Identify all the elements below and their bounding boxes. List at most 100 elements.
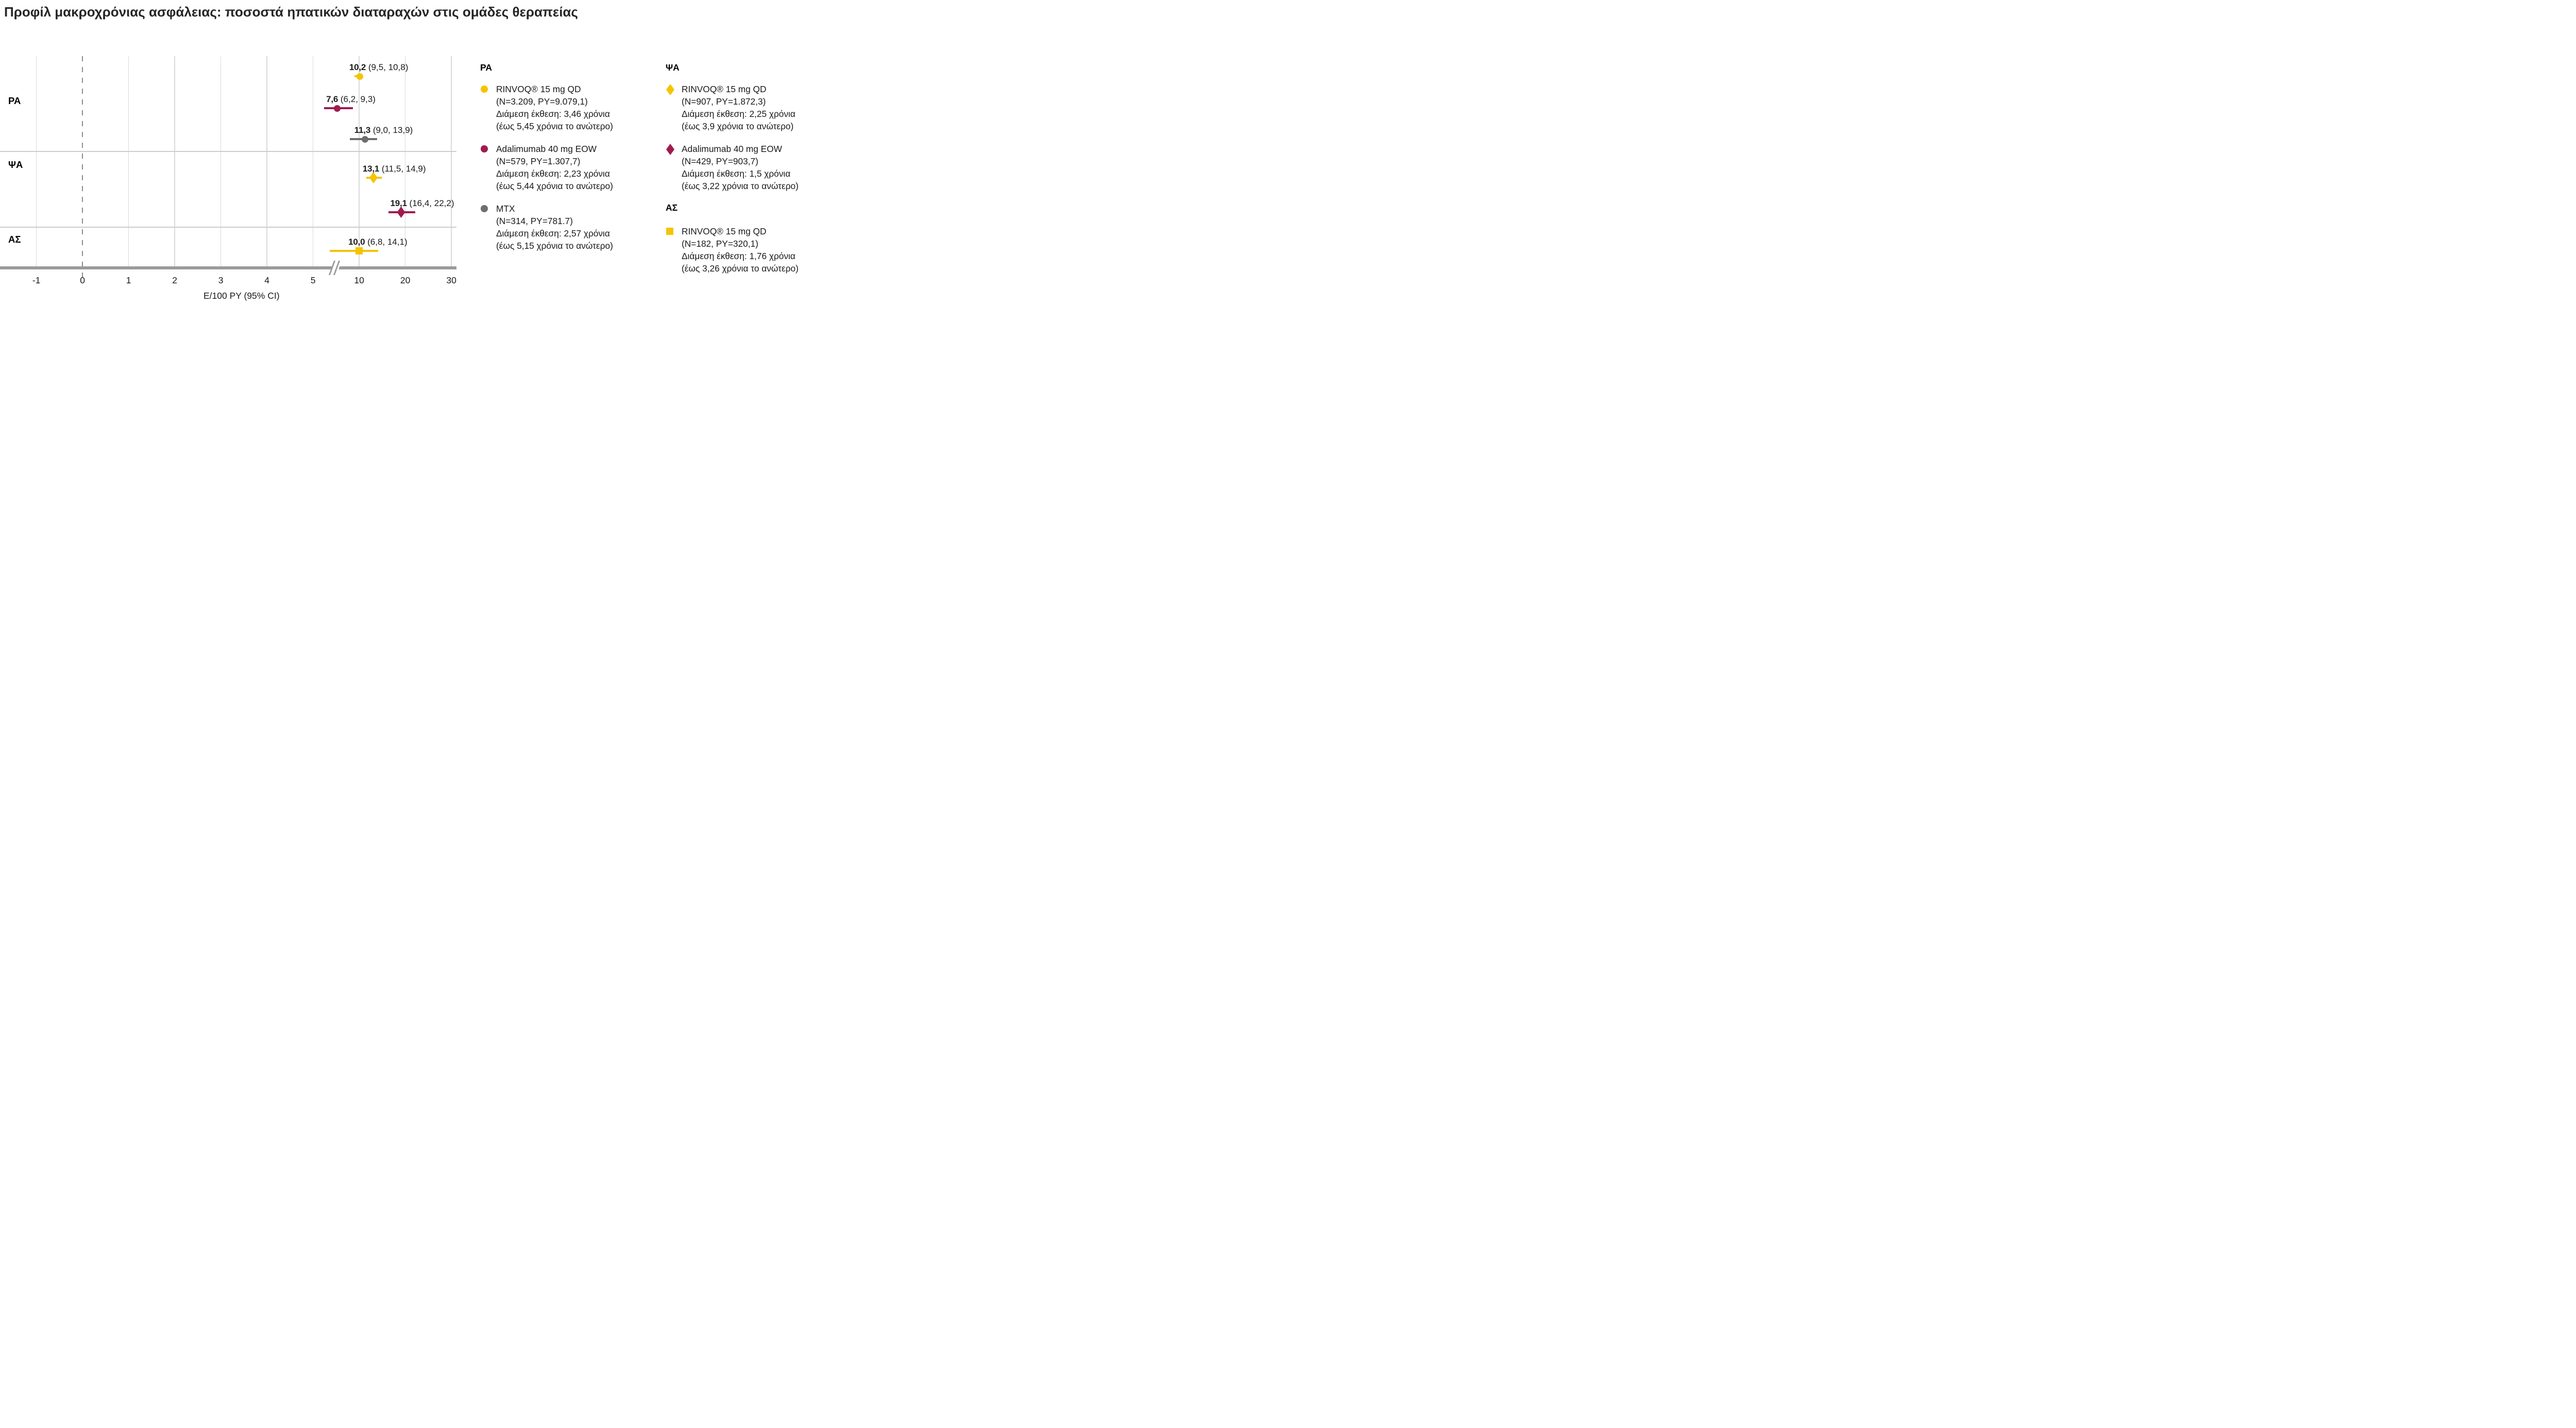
row-separator-line [0, 151, 456, 152]
legend-item-line: (N=182, PY=320,1) [682, 239, 758, 249]
gridline [128, 56, 129, 268]
legend-item-line: (N=907, PY=1.872,3) [682, 96, 766, 107]
legend-item-line: Διάμεση έκθεση: 1,5 χρόνια [682, 168, 791, 179]
diamond-legend-icon [666, 84, 674, 95]
legend-item-line: Διάμεση έκθεση: 1,76 χρόνια [682, 251, 795, 261]
data-point-marker [333, 105, 341, 112]
legend-item-line: RINVOQ® 15 mg QD [682, 84, 767, 94]
legend-item-line: (έως 5,15 χρόνια το ανώτερο) [496, 241, 613, 251]
legend-item-line: RINVOQ® 15 mg QD [682, 226, 767, 236]
x-axis-tick-label: 0 [80, 275, 85, 285]
data-point-marker [355, 247, 363, 254]
legend-icon-box [662, 83, 682, 95]
data-point-marker [397, 207, 405, 218]
data-point-ci: (9,5, 10,8) [366, 62, 409, 72]
x-axis-tick-label: 10 [354, 275, 364, 285]
legend-item: Adalimumab 40 mg EOW (N=429, PY=903,7) Διά… [662, 143, 799, 192]
plot-area: 10,2 (9,5, 10,8) 7,6 (6,2, 9,3) 11,3 (9,0,… [0, 56, 456, 278]
legend-item: RINVOQ® 15 mg QD (N=182, PY=320,1) Διάμεση… [662, 225, 799, 275]
data-point-marker [362, 135, 369, 143]
data-point-value: 10,0 [348, 237, 365, 247]
legend-item: MTX (N=314, PY=781.7) Διάμεση έκθεση: 2,57… [477, 202, 613, 252]
data-point-ci: (16,4, 22,2) [406, 198, 454, 208]
legend-item-text: RINVOQ® 15 mg QD (N=907, PY=1.872,3) Διάμε… [682, 83, 795, 132]
data-point-ci: (6,2, 9,3) [338, 94, 376, 104]
data-point-value: 10,2 [349, 62, 366, 72]
data-point-label: 11,3 (9,0, 13,9) [354, 125, 413, 135]
x-axis-tick-label: -1 [32, 275, 41, 285]
legend-item: Adalimumab 40 mg EOW (N=579, PY=1.307,7) Δ… [477, 143, 613, 192]
legend-item-line: Adalimumab 40 mg EOW [682, 144, 782, 154]
x-axis-line [0, 266, 456, 269]
legend-item-line: (N=579, PY=1.307,7) [496, 156, 581, 166]
legend-group-header: ΡΑ [480, 62, 493, 73]
circle-legend-icon [481, 205, 488, 212]
row-separator-line [0, 227, 456, 228]
legend-item-line: (έως 3,26 χρόνια το ανώτερο) [682, 263, 799, 274]
legend-item-text: RINVOQ® 15 mg QD (N=3.209, PY=9.079,1) Διά… [496, 83, 613, 132]
axis-break-icon [329, 261, 343, 275]
legend-group-header: ΑΣ [666, 202, 678, 213]
legend-item-line: Διάμεση έκθεση: 2,23 χρόνια [496, 168, 610, 179]
square-legend-icon [666, 228, 673, 235]
legend-item-line: Διάμεση έκθεση: 3,46 χρόνια [496, 109, 610, 119]
x-axis-tick-label: 2 [172, 275, 177, 285]
legend-item-line: (έως 3,22 χρόνια το ανώτερο) [682, 181, 799, 191]
legend-group-header: ΨΑ [666, 62, 680, 73]
x-axis-tick-label: 4 [264, 275, 269, 285]
legend-item-line: Διάμεση έκθεση: 2,25 χρόνια [682, 109, 795, 119]
data-point-value: 11,3 [354, 125, 371, 135]
data-point-marker [369, 172, 378, 183]
data-point-marker [357, 73, 364, 80]
legend-icon-box [662, 225, 682, 235]
data-point-label: 10,2 (9,5, 10,8) [349, 62, 409, 73]
x-axis-title: E/100 PY (95% CI) [204, 291, 280, 301]
legend-item-line: MTX [496, 203, 515, 214]
x-axis-tick-label: 3 [218, 275, 224, 285]
data-point-ci: (6,8, 14,1) [365, 237, 408, 247]
data-point-label: 7,6 (6,2, 9,3) [326, 94, 376, 105]
data-point-label: 13,1 (11,5, 14,9) [363, 164, 426, 174]
y-axis-group-label: ΑΣ [8, 234, 21, 245]
legend-item-line: (N=429, PY=903,7) [682, 156, 758, 166]
data-point-value: 7,6 [326, 94, 338, 104]
legend-item-line: (N=3.209, PY=9.079,1) [496, 96, 588, 107]
legend-item-line: (έως 5,44 χρόνια το ανώτερο) [496, 181, 613, 191]
gridline [266, 56, 267, 268]
legend-item-line: RINVOQ® 15 mg QD [496, 84, 581, 94]
legend-item-text: RINVOQ® 15 mg QD (N=182, PY=320,1) Διάμεση… [682, 225, 799, 275]
legend-item-line: (έως 3,9 χρόνια το ανώτερο) [682, 121, 794, 131]
legend-icon-box [662, 143, 682, 155]
x-axis-tick-label: 5 [310, 275, 316, 285]
legend-item: RINVOQ® 15 mg QD (N=907, PY=1.872,3) Διάμε… [662, 83, 795, 132]
legend-item-line: (N=314, PY=781.7) [496, 216, 573, 226]
x-axis-tick-label: 1 [126, 275, 131, 285]
data-point-ci: (9,0, 13,9) [370, 125, 413, 135]
legend-item-line: (έως 5,45 χρόνια το ανώτερο) [496, 121, 613, 131]
data-point-ci: (11,5, 14,9) [379, 164, 426, 174]
x-axis-tick-label: 20 [400, 275, 411, 285]
gridline [36, 56, 37, 268]
gridline [174, 56, 175, 268]
data-point-value: 19,1 [390, 198, 407, 208]
page-title: Προφίλ μακροχρόνιας ασφάλειας: ποσοστά η… [4, 4, 578, 20]
circle-legend-icon [481, 86, 488, 93]
chart-canvas: Προφίλ μακροχρόνιας ασφάλειας: ποσοστά η… [0, 0, 808, 304]
legend-icon-box [477, 143, 496, 152]
y-axis-group-label: ΡΑ [8, 95, 21, 106]
zero-reference-line [81, 56, 83, 278]
data-point-label: 10,0 (6,8, 14,1) [348, 237, 408, 247]
legend-item-text: Adalimumab 40 mg EOW (N=429, PY=903,7) Διά… [682, 143, 799, 192]
legend-icon-box [477, 83, 496, 93]
legend-item-text: Adalimumab 40 mg EOW (N=579, PY=1.307,7) Δ… [496, 143, 613, 192]
legend-item: RINVOQ® 15 mg QD (N=3.209, PY=9.079,1) Διά… [477, 83, 613, 132]
error-bar [329, 249, 378, 252]
legend-item-line: Διάμεση έκθεση: 2,57 χρόνια [496, 228, 610, 239]
legend-icon-box [477, 202, 496, 212]
legend-item-line: Adalimumab 40 mg EOW [496, 144, 597, 154]
circle-legend-icon [481, 145, 488, 152]
data-point-value: 13,1 [362, 164, 380, 174]
y-axis-group-label: ΨΑ [8, 159, 23, 170]
legend-item-text: MTX (N=314, PY=781.7) Διάμεση έκθεση: 2,57… [496, 202, 613, 252]
x-axis-tick-label: 30 [446, 275, 456, 285]
